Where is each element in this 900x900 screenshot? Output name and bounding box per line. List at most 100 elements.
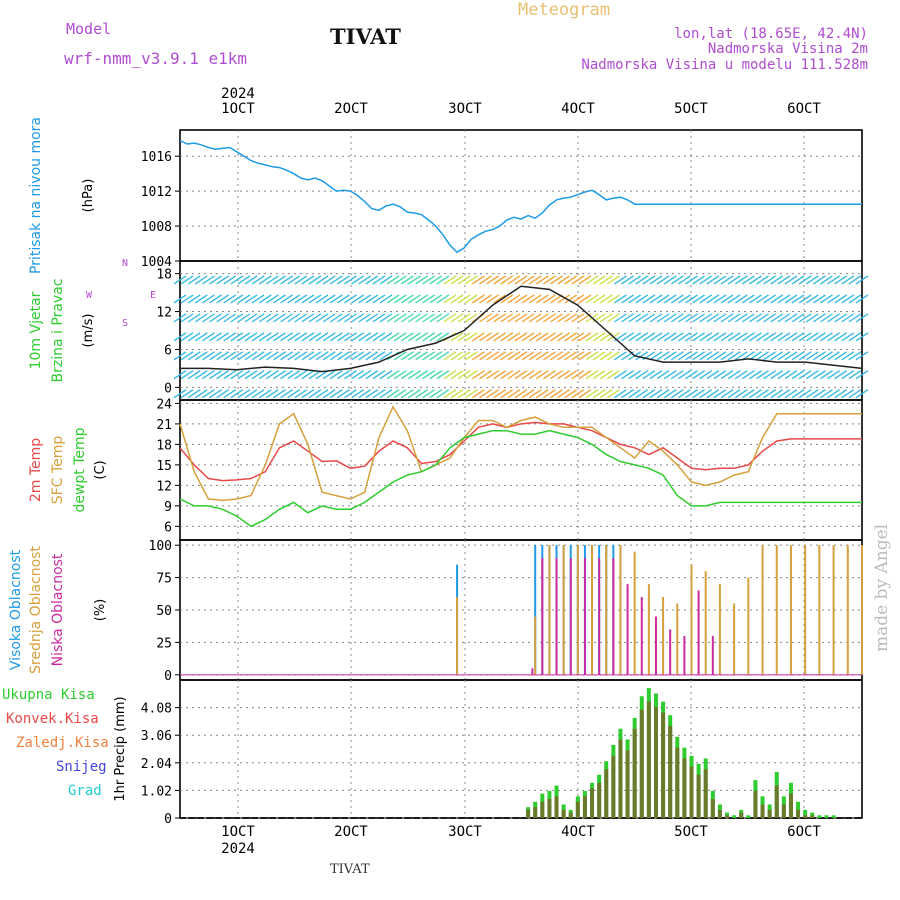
wind-vector [670, 389, 684, 399]
wind-vector [337, 294, 350, 304]
panel-label: Pritisak na nivou mora [28, 117, 44, 274]
wind-vector [791, 351, 805, 361]
wind-vector [635, 332, 649, 342]
wind-vector [656, 294, 670, 304]
wind-vector [287, 332, 301, 342]
wind-vector [770, 332, 784, 342]
wind-vector [479, 332, 492, 342]
wind-vector [216, 294, 229, 304]
wind-vector [251, 351, 265, 361]
wind-vector [436, 389, 450, 399]
wind-vector [763, 389, 777, 399]
wind-vector [202, 294, 215, 304]
wind-vector [521, 275, 535, 285]
wind-vector [798, 294, 812, 304]
wind-vector [308, 313, 322, 323]
wind-vector [358, 275, 372, 285]
compass-w: W [86, 290, 93, 301]
wind-vector [656, 313, 670, 323]
wind-vector [841, 389, 855, 399]
wind-vector [337, 332, 350, 342]
wind-vector [855, 294, 869, 304]
wind-vector [436, 332, 450, 342]
wind-vector [855, 313, 869, 323]
wind-vector [813, 332, 826, 342]
wind-vector [834, 313, 848, 323]
wind-vector [301, 313, 315, 323]
precip-bar-convective [526, 809, 531, 818]
wind-vector [805, 370, 819, 380]
wind-vector [678, 294, 691, 304]
wind-vector [408, 275, 421, 285]
wind-vector [493, 389, 507, 399]
wind-vector [507, 351, 521, 361]
model-elevation-label: Nadmorska Visina u modelu 111.528m [581, 57, 868, 73]
series-line-t2m [179, 421, 862, 482]
wind-vector [614, 275, 627, 285]
wind-vector [777, 313, 791, 323]
wind-vector [500, 389, 514, 399]
wind-vector [386, 332, 400, 342]
wind-vector [216, 351, 229, 361]
y-tick-label: 1.02 [141, 784, 172, 799]
wind-vector [834, 332, 848, 342]
wind-vector [379, 332, 393, 342]
wind-vector [216, 313, 229, 323]
wind-vector [400, 294, 414, 304]
wind-vector [635, 275, 649, 285]
wind-vector [834, 294, 848, 304]
wind-vector [599, 275, 613, 285]
wind-vector [784, 294, 798, 304]
wind-vector [699, 313, 713, 323]
wind-vector [621, 332, 634, 342]
wind-vector [770, 313, 784, 323]
wind-vector [436, 370, 450, 380]
bottom-tick-label: 1OCT [221, 824, 255, 840]
wind-vector [770, 370, 784, 380]
top-tick-label: 5OCT [674, 101, 708, 117]
wind-vector [813, 389, 826, 399]
wind-vector [528, 294, 542, 304]
wind-vector [464, 351, 478, 361]
wind-vector [400, 313, 414, 323]
wind-vector [848, 313, 862, 323]
wind-vector [422, 332, 436, 342]
wind-vector [599, 389, 613, 399]
precip-bar-convective [646, 701, 651, 818]
precip-bar-convective [653, 707, 658, 818]
wind-vector [528, 275, 542, 285]
wind-vector [429, 294, 443, 304]
wind-vector [734, 351, 748, 361]
wind-vector [685, 351, 698, 361]
y-tick-label: 100 [149, 539, 172, 554]
wind-vector [322, 389, 336, 399]
y-tick-label: 1008 [141, 220, 172, 235]
wind-vector [578, 294, 592, 304]
wind-vector [265, 294, 279, 304]
wind-vector [209, 294, 222, 304]
precip-bar-total [831, 815, 836, 818]
wind-vector [379, 351, 393, 361]
wind-vector [820, 313, 833, 323]
wind-vector [727, 294, 741, 304]
wind-vector [649, 313, 663, 323]
wind-vector [585, 370, 599, 380]
precip-bar-convective [611, 755, 616, 818]
wind-vector [599, 313, 613, 323]
wind-vector [237, 389, 251, 399]
wind-vector [408, 370, 421, 380]
series-line-pressure [179, 139, 862, 254]
wind-vector [813, 351, 826, 361]
y-tick-label: 9 [164, 500, 172, 515]
wind-vector [386, 370, 400, 380]
wind-vector [209, 351, 222, 361]
wind-vector [528, 389, 542, 399]
wind-vector [571, 332, 585, 342]
wind-vector [798, 370, 812, 380]
wind-vector [720, 294, 734, 304]
y-tick-label: 0 [164, 812, 172, 827]
wind-vector [457, 275, 471, 285]
wind-vector [372, 351, 386, 361]
wind-vector [344, 294, 357, 304]
panel-frame-precip [179, 679, 863, 819]
